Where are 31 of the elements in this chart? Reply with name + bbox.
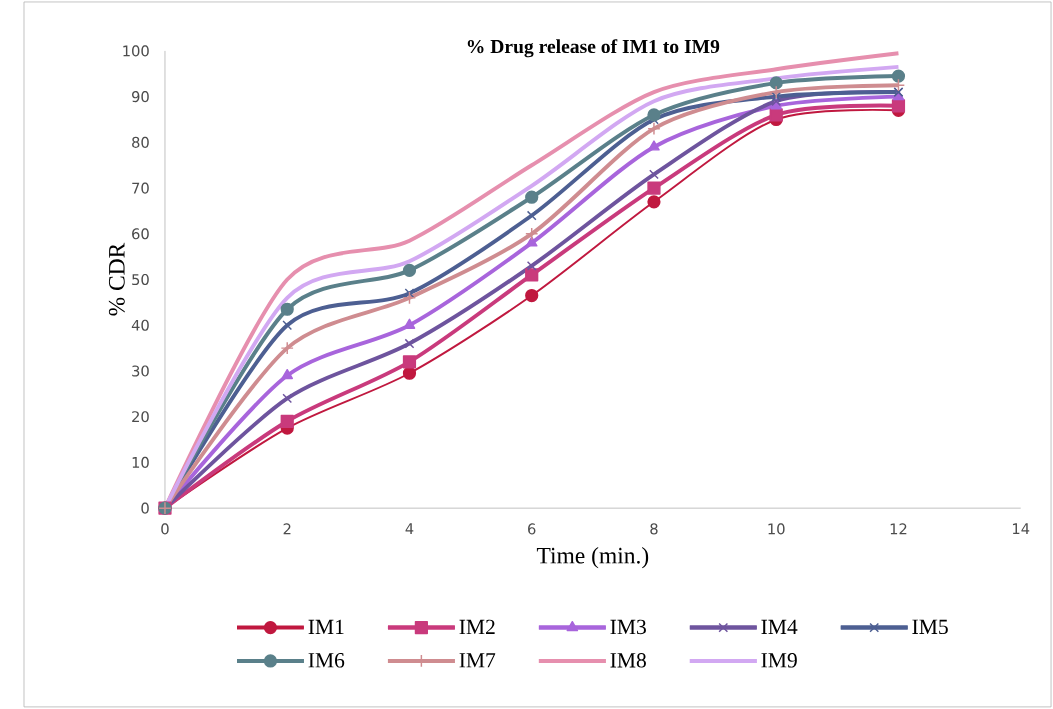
legend-label: IM9 — [761, 653, 797, 668]
legend-label: IM3 — [610, 619, 646, 635]
x-tick-label: 4 — [405, 523, 414, 535]
y-tick-label: 10 — [132, 456, 149, 469]
y-tick-label: 90 — [132, 91, 149, 103]
y-tick-label: 80 — [132, 136, 149, 148]
x-tick-label: 10 — [768, 523, 785, 535]
x-axis-title: Time (min.) — [536, 547, 649, 569]
y-tick-label: 60 — [132, 228, 149, 240]
x-tick-label: 8 — [650, 523, 658, 535]
legend-label: IM1 — [308, 619, 344, 635]
y-tick-label: 30 — [132, 365, 149, 377]
y-tick-label: 70 — [132, 182, 149, 194]
legend-label: IM2 — [459, 619, 495, 635]
legend-label: IM5 — [912, 619, 948, 635]
legend-label: IM7 — [459, 653, 496, 668]
y-axis-title: % CDR — [108, 242, 125, 316]
x-tick-label: 6 — [528, 523, 536, 535]
y-tick-label: 50 — [132, 274, 149, 286]
y-tick-label: 0 — [141, 502, 149, 514]
y-tick-label: 100 — [123, 45, 149, 57]
legend-label: IM6 — [308, 653, 345, 668]
y-tick-label: 40 — [131, 319, 149, 331]
x-tick-label: 0 — [161, 523, 169, 535]
y-tick-label: 20 — [132, 411, 149, 423]
chart-title: % Drug release of IM1 to IM9 — [467, 39, 720, 58]
x-tick-label: 2 — [283, 523, 291, 535]
x-tick-label: 12 — [890, 523, 907, 535]
legend-label: IM8 — [610, 653, 646, 668]
legend-label: IM4 — [761, 619, 798, 634]
x-tick-label: 14 — [1012, 523, 1030, 535]
